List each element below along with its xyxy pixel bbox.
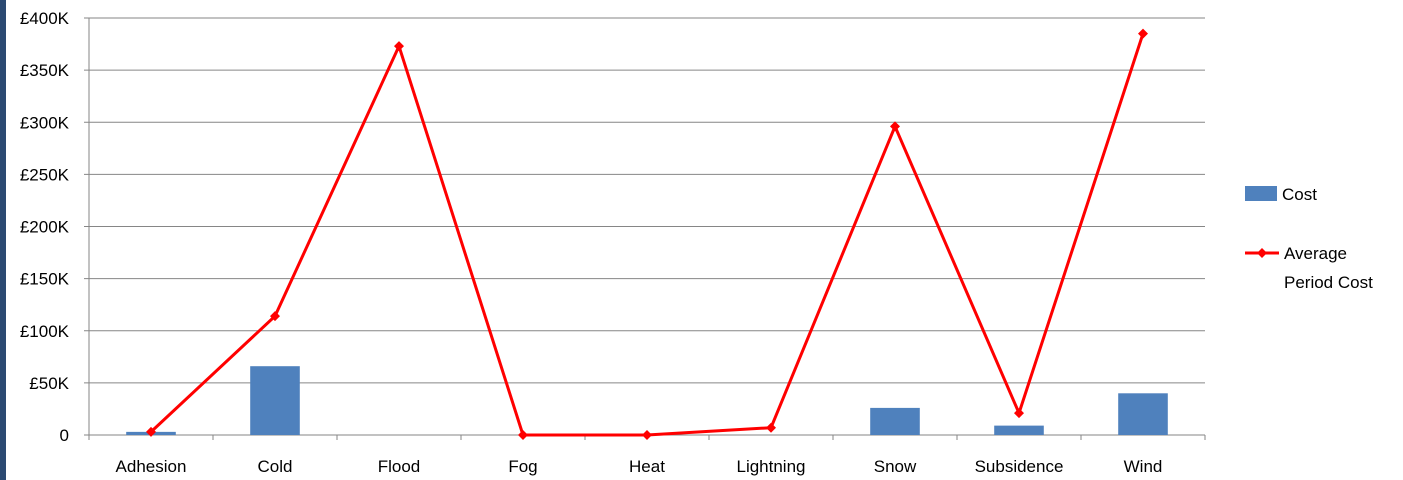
bar-cost-wind [1118, 393, 1168, 435]
legend-swatch-cost [1245, 186, 1277, 201]
legend-label-average-period-cost-line1: Average [1284, 244, 1347, 263]
x-tick-label: Cold [258, 457, 293, 476]
y-tick-label: £200K [20, 218, 70, 237]
y-tick-label: £400K [20, 9, 70, 28]
x-tick-label: Subsidence [975, 457, 1064, 476]
x-tick-label: Wind [1124, 457, 1163, 476]
legend-label-average-period-cost-line2: Period Cost [1284, 273, 1373, 292]
bar-cost-subsidence [994, 425, 1044, 435]
y-tick-label: £50K [29, 374, 69, 393]
gridlines [89, 17, 1205, 384]
x-tick-label: Lightning [736, 457, 805, 476]
window-edge-strip [0, 0, 6, 480]
y-tick-label: £250K [20, 165, 70, 184]
point-average-period-cost-lightning [766, 422, 776, 433]
y-tick-label: £100K [20, 322, 70, 341]
y-tick-label: 0 [60, 426, 69, 445]
y-tick-label: £150K [20, 270, 70, 289]
x-tick-label: Fog [508, 457, 537, 476]
point-average-period-cost-flood [394, 41, 404, 52]
y-tick-label: £300K [20, 113, 70, 132]
x-tick-label: Snow [874, 457, 917, 476]
bar-cost-cold [250, 366, 300, 435]
point-average-period-cost-subsidence [1014, 408, 1024, 419]
point-average-period-cost-cold [270, 311, 280, 322]
legend: Cost Average Period Cost [1245, 185, 1373, 292]
bar-series-cost [126, 366, 1168, 435]
x-tick-label: Heat [629, 457, 665, 476]
x-tick-label: Flood [378, 457, 421, 476]
point-average-period-cost-adhesion [146, 426, 156, 437]
x-tick-label: Adhesion [116, 457, 187, 476]
point-average-period-cost-heat [642, 430, 652, 440]
y-tick-label: £350K [20, 61, 70, 80]
point-average-period-cost-wind [1138, 28, 1148, 39]
point-average-period-cost-snow [890, 121, 900, 132]
legend-label-cost: Cost [1282, 185, 1317, 204]
y-axis-tick-labels: 0 £50K £100K £150K £200K £250K £300K £350K £400K [20, 9, 70, 445]
x-axis-tick-labels: Adhesion Cold Flood Fog Heat Lightning Snow Sub… [116, 457, 1163, 476]
line-series-average-period-cost [146, 28, 1148, 440]
legend-marker-average-period-cost [1257, 248, 1267, 258]
point-average-period-cost-fog [518, 430, 528, 440]
bar-cost-snow [870, 407, 920, 435]
